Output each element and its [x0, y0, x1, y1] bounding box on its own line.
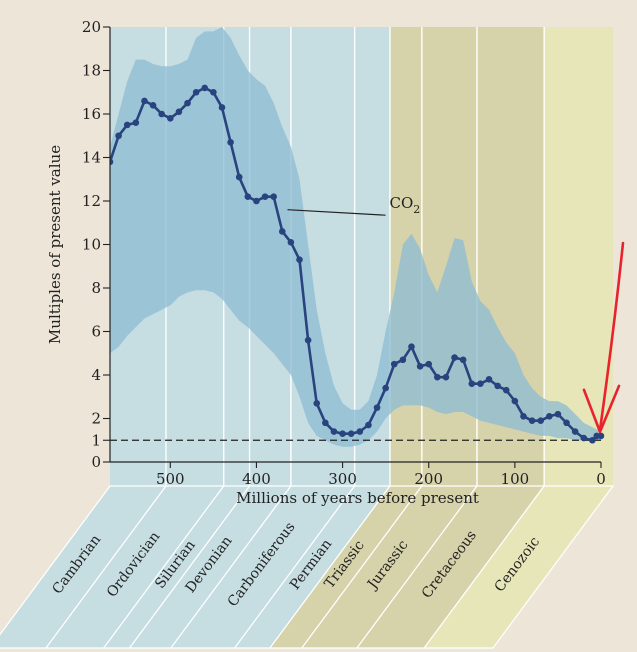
co2-point: [597, 432, 605, 440]
y-tick-label: 10: [82, 236, 101, 254]
co2-point: [390, 360, 398, 368]
co2-point: [278, 228, 286, 235]
x-tick-label: 100: [501, 470, 530, 488]
co2-point: [589, 436, 596, 444]
co2-point: [477, 380, 484, 388]
y-tick-label: 18: [82, 62, 101, 80]
co2-point: [580, 434, 588, 442]
x-axis-label: Millions of years before present: [236, 489, 479, 507]
x-tick-label: 500: [156, 470, 185, 488]
period-column: [422, 485, 615, 649]
co2-point: [339, 430, 346, 438]
uncertainty-band: [110, 27, 601, 447]
co2-point: [253, 197, 260, 205]
co2-point: [158, 110, 165, 118]
y-tick-label: 0: [91, 453, 101, 471]
x-tick-label: 0: [596, 470, 606, 488]
co2-point: [546, 413, 553, 420]
co2-point: [451, 354, 458, 361]
co2-point: [408, 343, 415, 351]
x-tick-label: 300: [328, 470, 357, 488]
co2-point: [235, 173, 243, 181]
y-axis-label: Multiples of present value: [46, 145, 64, 344]
co2-point: [485, 376, 493, 383]
co2-point: [425, 360, 433, 368]
co2-point: [520, 413, 527, 420]
co2-point: [244, 193, 252, 200]
y-tick-label: 1: [91, 431, 101, 449]
red-arrow-shaft: [598, 241, 625, 432]
co2-point: [356, 428, 364, 435]
co2-point: [382, 384, 389, 392]
y-tick-label: 14: [82, 149, 101, 167]
co2-point: [287, 239, 295, 246]
co2-point: [132, 119, 140, 126]
co2-point: [110, 158, 114, 166]
x-tick-label: 200: [414, 470, 443, 488]
co2-point: [373, 404, 381, 411]
co2-point: [218, 104, 226, 111]
y-tick-label: 8: [91, 279, 101, 297]
co2-point: [166, 115, 174, 122]
co2-point: [416, 363, 424, 370]
co2-point: [442, 373, 450, 381]
co2-point: [494, 382, 501, 390]
co2-point: [304, 336, 312, 344]
co2-point: [192, 88, 200, 96]
co2-point: [123, 121, 131, 129]
co2-point: [313, 399, 321, 407]
co2-point: [459, 356, 467, 364]
co2-point: [184, 99, 191, 107]
co2-point: [511, 397, 519, 405]
co2-point: [365, 421, 372, 429]
co2-point: [571, 428, 579, 435]
co2-label: CO2: [390, 194, 421, 216]
y-tick-label: 16: [82, 105, 101, 123]
co2-point: [175, 108, 183, 116]
co2-point: [296, 256, 303, 264]
co2-point: [201, 84, 209, 92]
y-tick-label: 4: [91, 366, 101, 384]
co2-point: [141, 97, 148, 105]
co2-point: [227, 138, 234, 146]
co2-point: [270, 193, 277, 200]
co2-point: [502, 386, 510, 394]
y-tick-label: 2: [91, 410, 101, 428]
co2-point: [434, 373, 441, 381]
co2-point: [210, 88, 217, 96]
x-tick-label: 400: [242, 470, 271, 488]
co2-point: [563, 419, 570, 427]
co2-point: [330, 428, 338, 435]
co2-point: [261, 193, 269, 200]
co2-point: [468, 380, 476, 388]
y-tick-label: 6: [91, 323, 101, 341]
co2-point: [554, 410, 562, 418]
co2-point: [399, 356, 407, 364]
co2-point: [115, 132, 122, 140]
y-tick-label: 12: [82, 192, 101, 210]
co2-point: [528, 417, 536, 424]
co2-point: [537, 417, 545, 424]
co2-point: [347, 430, 355, 438]
red-arrow-head: [582, 384, 621, 434]
co2-point: [322, 419, 329, 427]
co2-label-leader: [287, 209, 386, 216]
co2-point: [149, 102, 157, 109]
y-tick-label: 20: [82, 18, 101, 36]
